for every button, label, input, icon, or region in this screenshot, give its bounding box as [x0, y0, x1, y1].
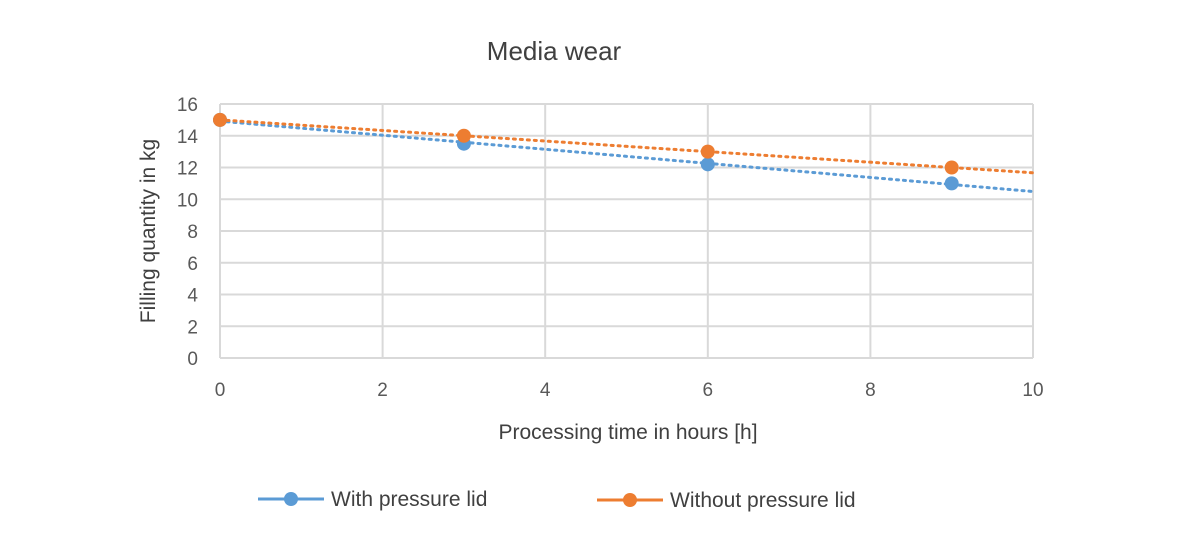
y-tick-label: 8 — [187, 222, 198, 243]
y-tick-label: 16 — [177, 95, 198, 116]
trendlines — [218, 118, 1035, 194]
x-tick-label: 0 — [215, 380, 226, 401]
y-tick-label: 0 — [187, 349, 198, 370]
chart-title: Media wear — [487, 36, 622, 66]
x-tick-label: 10 — [1022, 380, 1043, 401]
x-tick-label: 8 — [865, 380, 876, 401]
data-point-series-2 — [456, 128, 471, 143]
x-tick-label: 2 — [377, 380, 388, 401]
legend-label: With pressure lid — [331, 488, 487, 511]
legend-label: Without pressure lid — [670, 489, 856, 512]
data-point-series-2 — [213, 112, 227, 127]
y-tick-labels: 0 2 4 6 8 10 12 14 16 — [177, 95, 199, 370]
x-tick-label: 6 — [703, 380, 714, 401]
data-points — [213, 112, 959, 191]
grid — [219, 103, 1034, 359]
y-tick-label: 6 — [187, 254, 198, 275]
trendline-series-2 — [218, 118, 1035, 175]
legend-marker — [284, 492, 298, 506]
legend-marker — [623, 493, 637, 507]
legend-item-series-2: Without pressure lid — [597, 489, 856, 512]
y-tick-label: 12 — [177, 159, 198, 180]
y-tick-label: 2 — [187, 317, 198, 338]
y-tick-label: 14 — [177, 127, 199, 148]
x-tick-label: 4 — [540, 380, 551, 401]
data-point-series-1 — [700, 157, 715, 172]
legend-item-series-1: With pressure lid — [258, 488, 487, 511]
y-axis-label: Filling quantity in kg — [137, 139, 160, 323]
x-axis-label: Processing time in hours [h] — [498, 421, 757, 444]
data-point-series-1 — [944, 176, 959, 191]
legend: With pressure lid Without pressure lid — [258, 488, 856, 512]
data-point-series-2 — [700, 144, 715, 159]
x-tick-labels: 0 2 4 6 8 10 — [215, 380, 1044, 401]
y-tick-label: 10 — [177, 190, 198, 211]
trendline-series-1 — [218, 119, 1035, 194]
y-tick-label: 4 — [187, 286, 198, 307]
data-point-series-2 — [944, 160, 959, 175]
